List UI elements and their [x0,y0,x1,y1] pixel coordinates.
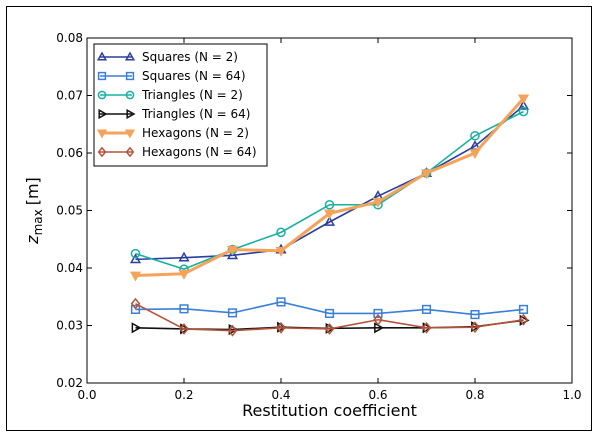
data-point [518,313,529,326]
series-line [135,105,525,261]
y-axis-label: zmax [m] [23,177,45,245]
data-point [517,94,530,105]
data-point [276,227,286,238]
data-point [373,308,383,319]
data-point [420,169,433,180]
legend-marker [98,108,108,120]
plot-area [86,37,573,384]
data-point [374,322,385,334]
legend-entry: Squares (N = 2) [142,50,238,64]
legend: Squares (N = 2) Squares (N = 64) Triangles… [93,43,268,167]
data-point [470,130,480,141]
data-point [226,245,239,256]
data-point [470,321,480,334]
legend-marker [97,71,107,81]
data-point [129,253,142,264]
data-point [130,297,141,310]
legend-entry: Triangles (N = 64) [141,107,251,121]
legend-marker [97,90,107,100]
legend-marker [96,129,108,139]
legend-box [93,43,268,167]
data-point [470,310,480,320]
data-point [275,246,287,257]
y-axis-label-unit: [m] [23,177,42,205]
legend-marker [96,51,108,61]
y-tick-label: 0.07 [56,89,83,103]
legend-marker [126,108,136,120]
data-point [421,321,432,334]
series-1 [130,297,529,320]
series-4 [129,94,530,282]
legend-entry: Squares (N = 64) [142,69,246,83]
series-5 [130,297,529,337]
data-point [131,322,142,334]
legend-marker [124,129,136,139]
x-tick-label: 0.4 [271,388,290,402]
series-layer [129,94,530,337]
legend-entry: Triangles (N = 2) [141,88,243,102]
data-point [130,304,141,314]
y-axis-label-subscript: max [31,209,45,235]
y-tick-label: 0.02 [56,376,83,390]
data-point [324,323,335,335]
y-axis-label-symbol: z [23,235,42,245]
data-point [179,304,189,314]
data-point [178,251,190,262]
data-point [226,249,239,260]
legend-marker [97,146,107,158]
data-point [178,269,190,280]
x-tick-label: 0.8 [465,388,484,402]
data-point [179,323,189,335]
x-tick-label: 1.0 [562,388,581,402]
data-point [227,308,238,318]
data-point [324,199,335,210]
series-line [135,302,524,332]
y-tick-label: 0.06 [56,146,83,160]
legend-marker [125,90,135,100]
data-point [227,324,238,337]
y-tick-label: 0.08 [56,31,83,45]
legend-marker [125,71,135,81]
data-point [372,197,384,208]
x-tick-label: 0.0 [77,388,96,402]
data-point [518,106,529,117]
x-tick-label: 0.6 [368,388,387,402]
y-tick-label: 0.04 [56,261,83,275]
legend-marker [124,51,136,61]
legend-entry: Hexagons (N = 64) [142,145,257,159]
data-point [373,313,383,326]
series-line [135,110,524,270]
data-point [323,215,336,226]
data-point [517,99,530,110]
data-point [276,321,286,334]
data-point [324,308,335,319]
legend-entry: Hexagons (N = 2) [142,126,249,140]
data-point [130,248,141,259]
data-point [323,209,336,220]
y-tick-label: 0.05 [56,204,83,218]
data-point [518,304,529,314]
data-point [129,271,142,282]
data-point [469,149,481,160]
series-line [135,301,524,316]
x-axis-label: Restitution coefficient [242,401,417,420]
data-point [421,304,432,314]
y-tick-label: 0.03 [56,319,83,333]
data-point [276,297,286,307]
x-tick-label: 0.2 [174,388,193,402]
legend-marker [125,146,135,158]
